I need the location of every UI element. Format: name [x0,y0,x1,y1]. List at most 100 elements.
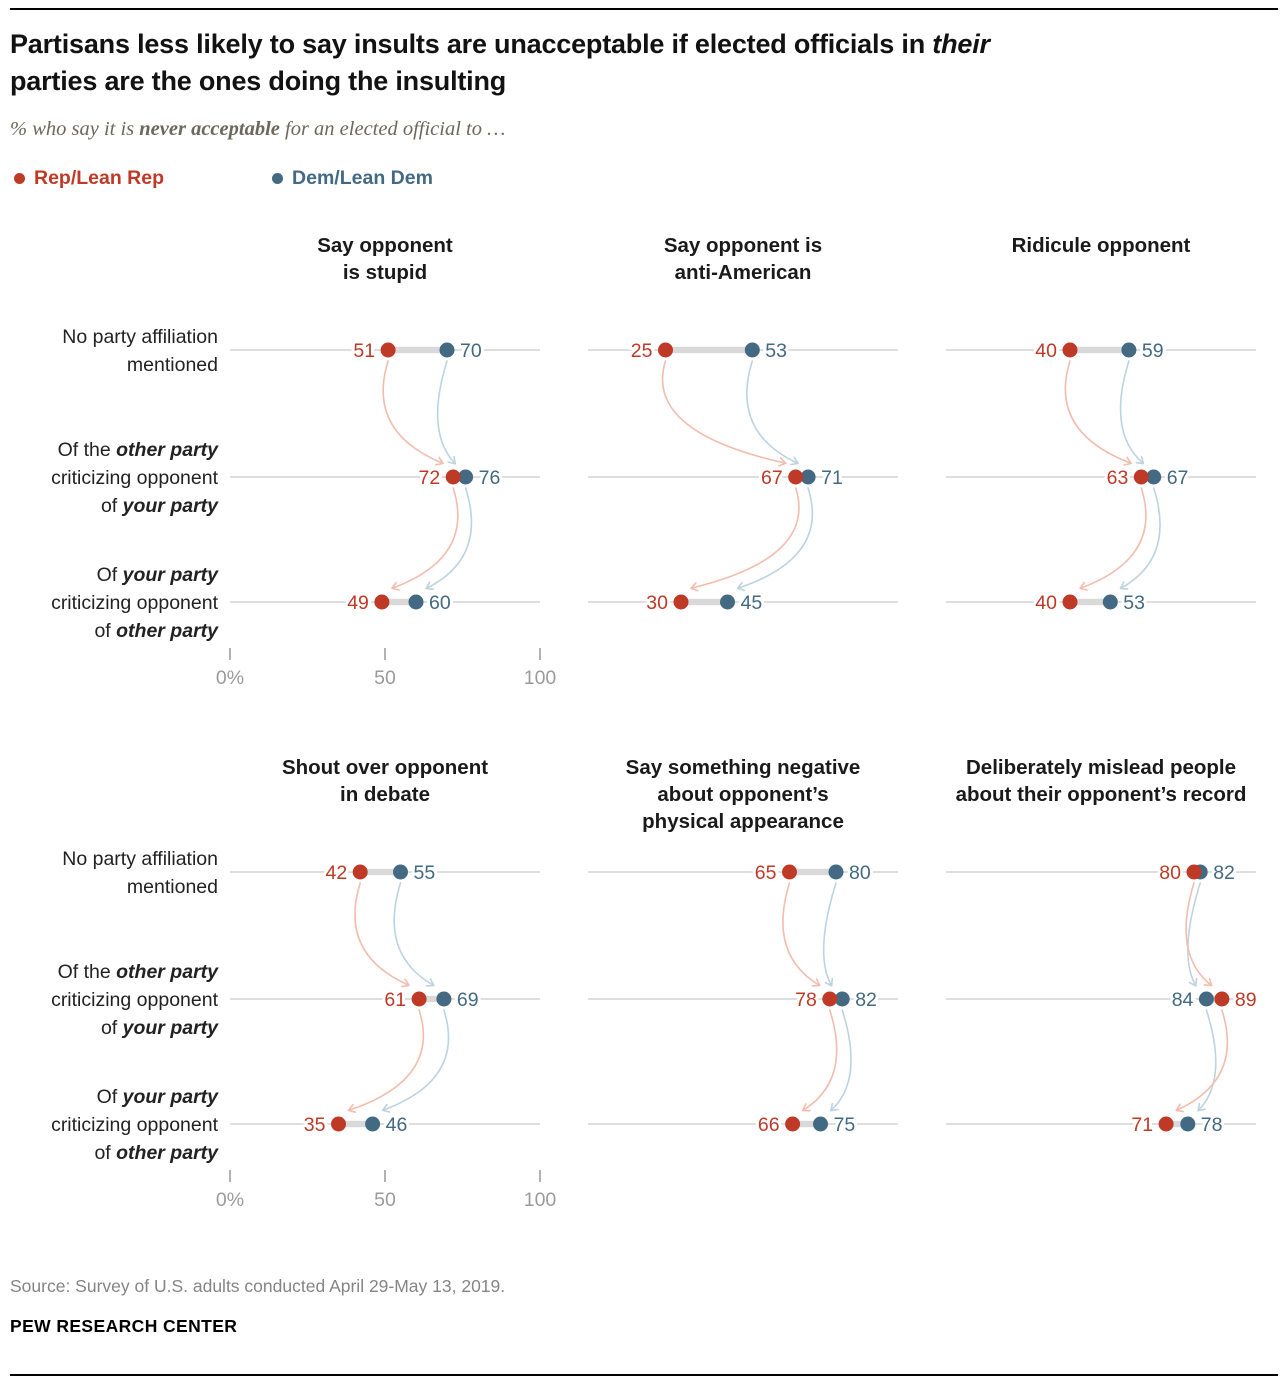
page-title: Partisans less likely to say insults are… [10,26,1260,100]
trend-arrow-dem [436,360,457,465]
brand: PEW RESEARCH CENTER [10,1316,238,1336]
dem-dot [439,342,455,358]
panel-title: anti-American [675,261,812,284]
rep-value-label: 72 [418,467,440,489]
dem-dot [436,991,452,1007]
dem-value-label: 80 [849,862,871,884]
dem-dot [365,1116,381,1132]
dumbbell-chart-svg: No party affiliation mentioned Of the othe… [51,234,1256,689]
row-label: of your party [101,1017,219,1039]
panel-title: about opponent’s [657,783,828,806]
axis-tick-label: 50 [374,667,396,689]
dem-value-label: 76 [479,467,501,489]
rep-value-label: 78 [795,989,817,1011]
dem-value-label: 70 [460,340,482,362]
row-label: Of your party [97,564,220,586]
title-emphasis: their [932,29,990,59]
dem-value-label: 82 [1213,862,1235,884]
dem-dot [1180,1116,1196,1132]
legend-item-rep: Rep/Lean Rep [14,167,164,190]
dem-value-label: 59 [1142,340,1164,362]
dem-value-label: 53 [1123,592,1145,614]
dem-dot-icon [272,173,284,184]
rep-dot [1133,469,1149,485]
trend-arrow-rep [354,882,410,988]
title-text-1: Partisans less likely to say insults are… [10,29,933,59]
panel-title: Deliberately mislead people [966,756,1236,779]
axis-tick-label: 50 [374,1189,396,1211]
rep-dot [1214,991,1230,1007]
dem-value-label: 75 [834,1114,856,1136]
dem-dot [1121,342,1137,358]
rep-dot [331,1116,346,1132]
dem-dot [1102,594,1118,610]
trend-arrow-rep [382,360,444,466]
trend-arrow-dem [1187,882,1201,987]
rep-dot-icon [14,173,25,184]
legend: Rep/Lean Rep Dem/Lean Dem [14,167,433,190]
trend-arrow-rep [1185,882,1213,987]
dem-dot [834,991,850,1007]
source-note: Source: Survey of U.S. adults conducted … [10,1276,506,1296]
trend-arrow-rep [391,487,459,591]
dem-value-label: 71 [821,467,843,489]
rep-dot [411,991,427,1007]
axis-tick-label: 0% [216,667,244,689]
dem-dot [458,469,474,485]
rep-dot [1062,342,1078,358]
trend-arrow-dem [829,1009,852,1112]
rep-value-label: 80 [1159,862,1181,884]
panel-title: Say opponent [317,234,453,257]
rep-dot [445,469,461,485]
rep-dot [352,864,368,880]
trend-arrow-rep [347,1009,425,1114]
row-label: of your party [101,495,219,517]
trend-arrow-rep [801,1009,838,1112]
rep-value-label: 30 [646,592,668,614]
axis-tick-label: 0% [216,1189,244,1211]
panel-title: physical appearance [642,810,844,833]
dem-value-label: 45 [741,592,763,614]
dem-value-label: 82 [855,989,877,1011]
trend-arrow-dem [1197,1009,1217,1112]
legend-dem-label: Dem/Lean Dem [292,167,433,189]
trend-arrow-dem [393,882,435,987]
dem-dot [800,469,816,485]
row-label: Of the other party [58,439,220,461]
dem-dot [828,864,844,880]
rep-value-label: 67 [761,467,783,489]
dem-value-label: 55 [414,862,436,884]
row-label: criticizing opponent [51,467,219,489]
rep-value-label: 51 [353,340,375,362]
rep-value-label: 61 [384,989,406,1011]
rep-dot [788,469,804,485]
row-label: Of the other party [58,961,220,983]
trend-arrow-dem [425,487,473,591]
row-label: criticizing opponent [51,989,219,1011]
trend-arrow-rep [782,882,821,987]
dem-dot [813,1116,828,1132]
rep-value-label: 40 [1035,592,1057,614]
panel-title: about their opponent’s record [956,783,1247,806]
trend-arrow-rep [661,360,787,467]
rep-dot [822,991,838,1007]
rep-value-label: 66 [758,1114,780,1136]
rep-dot [1062,594,1078,610]
trend-arrow-rep [1079,487,1147,591]
dem-value-label: 69 [457,989,479,1011]
trend-arrow-rep [1064,360,1133,466]
rep-dot [1186,864,1202,880]
dem-dot [744,342,760,358]
trend-arrow-dem [381,1009,450,1113]
axis-tick-label: 100 [524,667,557,689]
trend-arrow-dem [1119,487,1161,590]
dem-value-label: 67 [1167,467,1189,489]
rep-value-label: 35 [304,1114,326,1136]
subtitle-text-1: % who say it is [10,118,140,140]
rep-value-label: 89 [1235,989,1257,1011]
trend-arrow-dem [1119,360,1145,465]
row-label: mentioned [127,354,218,376]
dem-dot [720,594,735,610]
dem-value-label: 53 [765,340,787,362]
